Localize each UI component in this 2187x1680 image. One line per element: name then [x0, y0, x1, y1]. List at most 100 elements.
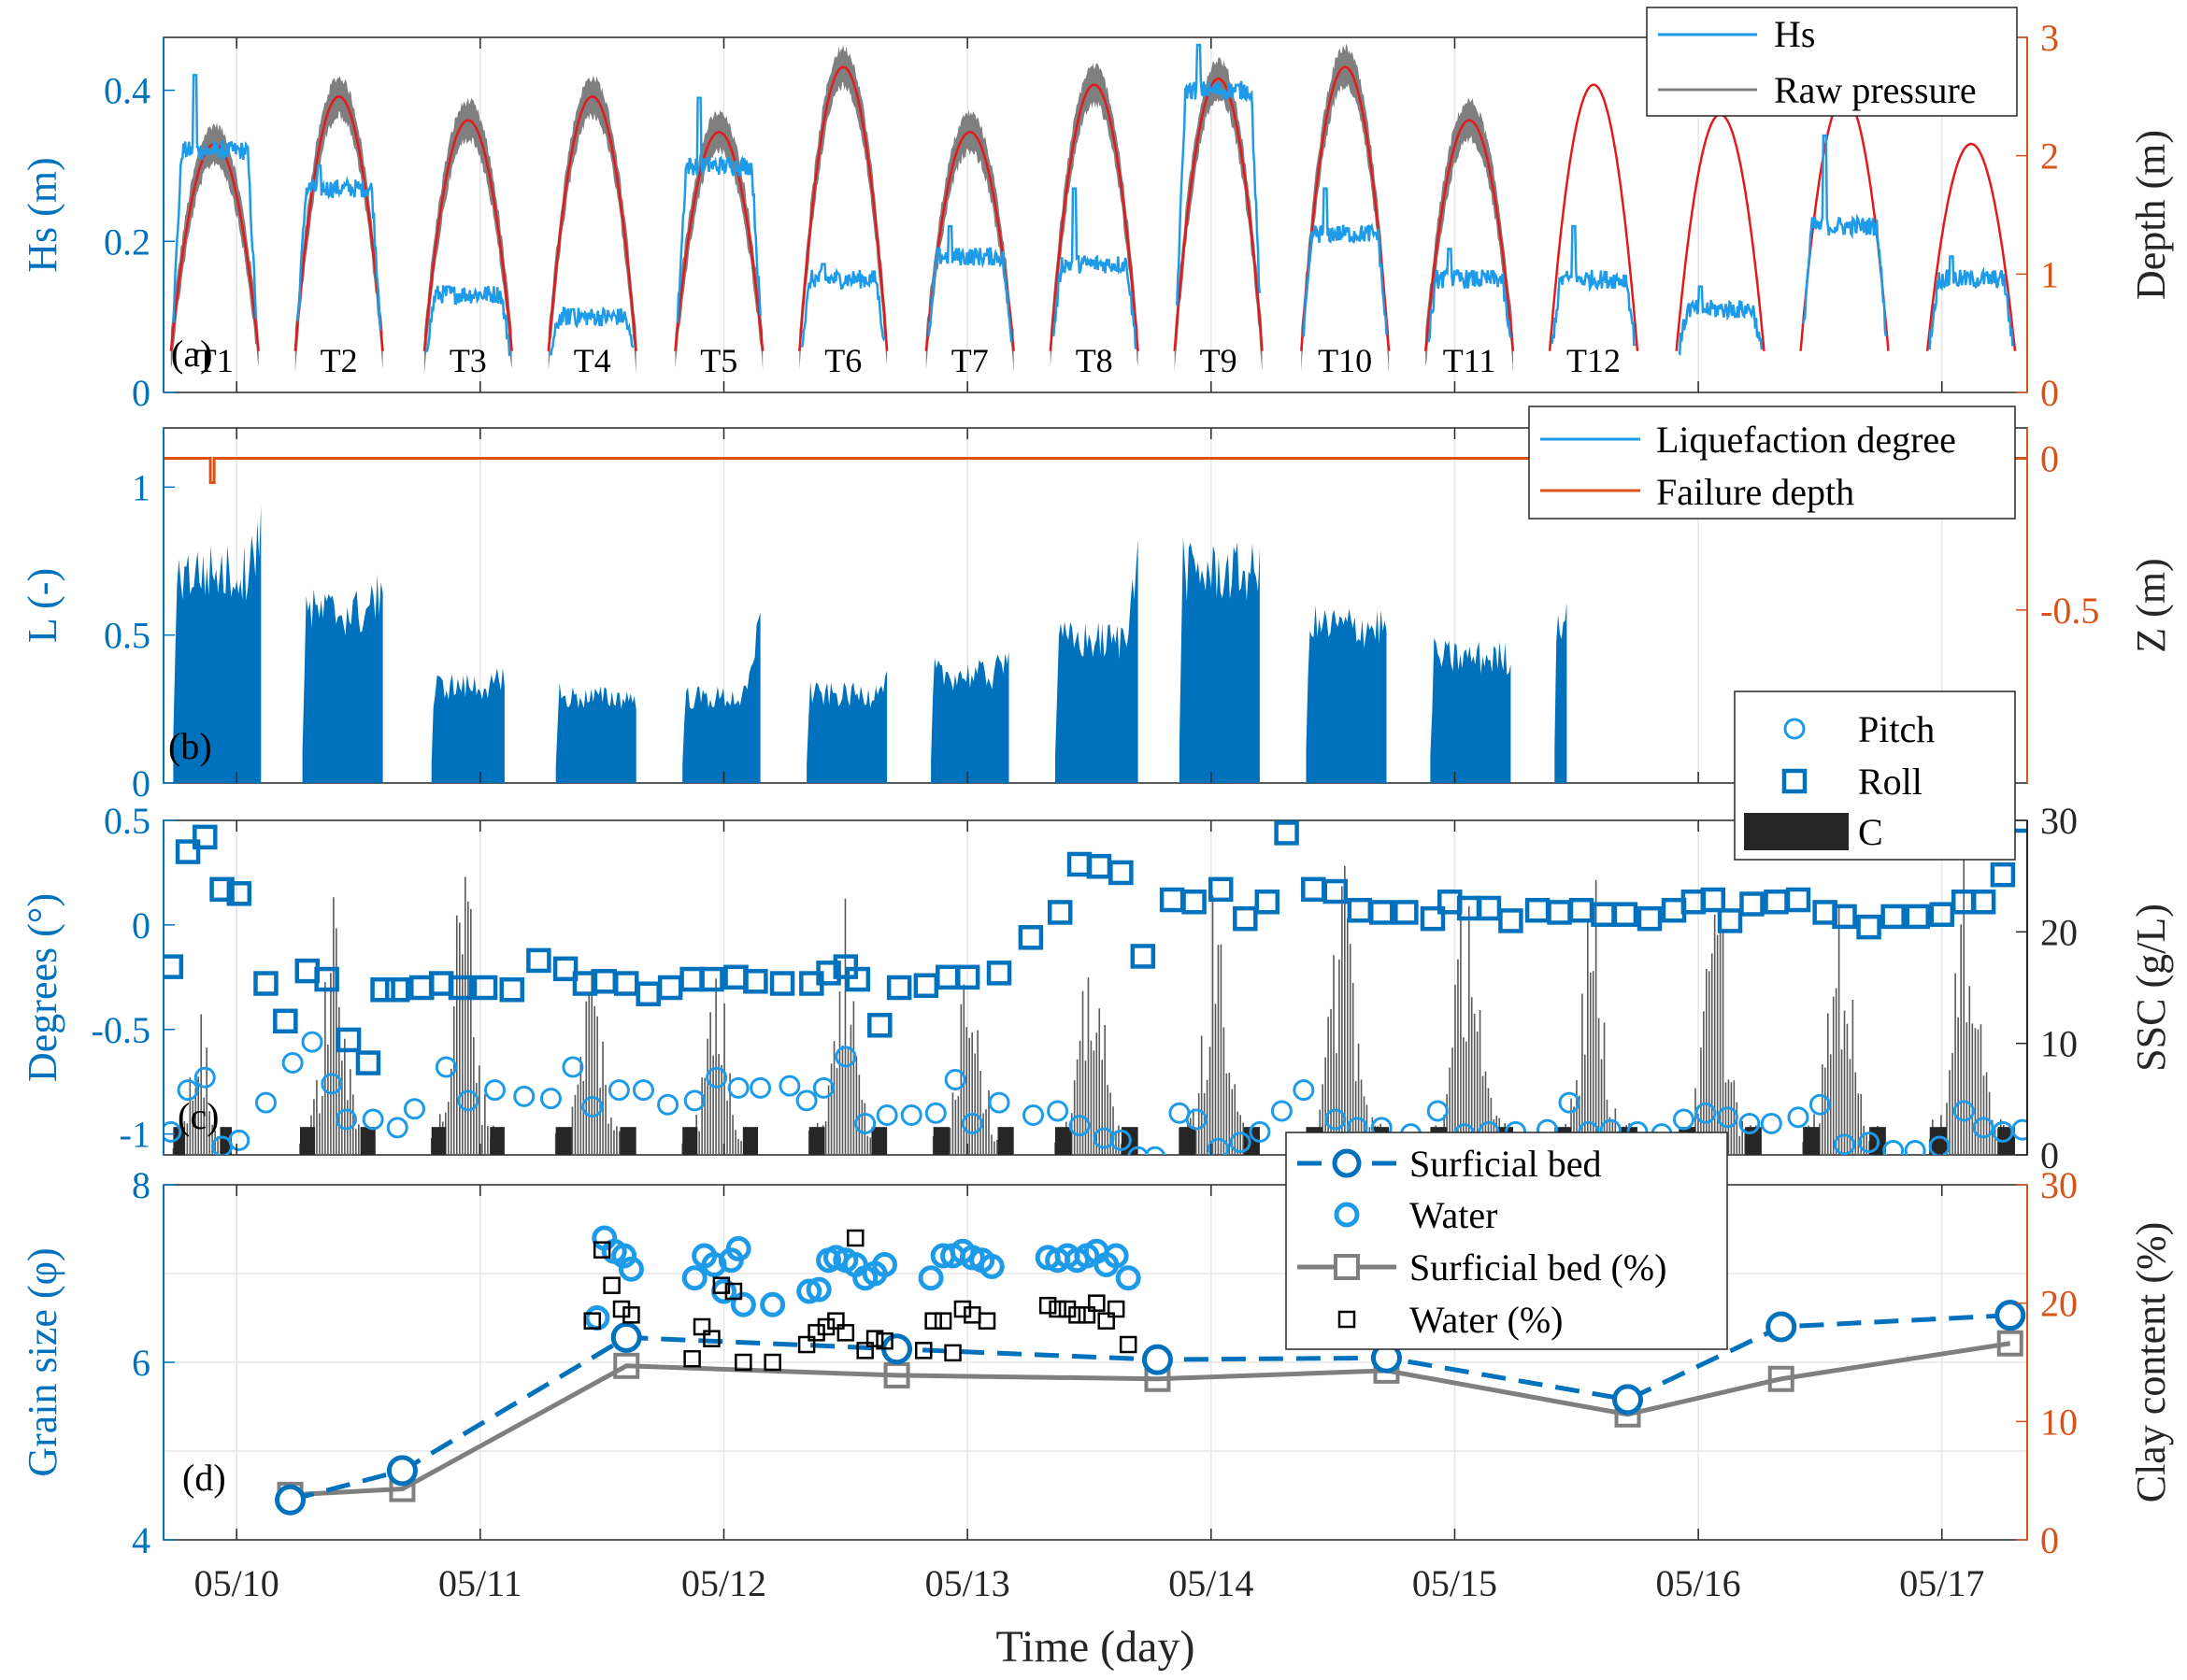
- water-phi-point: [872, 1252, 898, 1277]
- panel-a: T1 T2 T3 T4 T5 T6 T7 T8 T9 T10 T11 T12 00.20.40123H…: [20, 7, 2174, 414]
- water-clay-point: [797, 1335, 816, 1354]
- pitch-point: [435, 1056, 457, 1078]
- roll-point: [1905, 904, 1930, 930]
- hs-line: [1302, 187, 1388, 337]
- panel-d-label: (d): [182, 1457, 226, 1499]
- legend-liquefaction-label: Liquefaction degree: [1656, 419, 1956, 461]
- water-phi-point: [979, 1253, 1005, 1279]
- water-clay-point: [1119, 1335, 1137, 1354]
- y-right-tick-label: 10: [2040, 1401, 2078, 1443]
- pitch-point: [876, 1103, 898, 1126]
- hs-line: [1551, 224, 1637, 347]
- liquefaction-bars: [1430, 637, 1511, 783]
- legend-bed-clay-marker: [1334, 1254, 1360, 1280]
- water-clay-point: [593, 1241, 611, 1259]
- water-clay-point: [1107, 1300, 1125, 1318]
- water-phi-point: [618, 1256, 644, 1282]
- pitch-point: [961, 1112, 983, 1134]
- hs-line: [1052, 187, 1137, 349]
- pitch-point: [1324, 1108, 1347, 1131]
- water-clay-point: [1068, 1306, 1086, 1324]
- x-tick-label: 05/12: [681, 1562, 766, 1604]
- ssc-base: [620, 1127, 636, 1155]
- pitch-point: [335, 1108, 357, 1131]
- pitch-point: [1249, 1120, 1271, 1143]
- y-tick-label: 6: [132, 1342, 150, 1384]
- water-clay-point: [1097, 1312, 1115, 1330]
- legend-water-clay-swatch: [1337, 1310, 1356, 1329]
- panel-d-legend: Surficial bed Water Surficial bed (%) Water…: [1285, 1132, 1728, 1350]
- y-tick-label: 8: [132, 1164, 150, 1206]
- pitch-point: [1144, 1146, 1166, 1155]
- ssc-base: [1179, 1127, 1196, 1155]
- pitch-point: [1672, 1108, 1694, 1131]
- ssc-base: [682, 1127, 698, 1155]
- panel-b: 0 0.5 1 -0.5 0 L (-) Z (m) (b) Liquefaction de…: [20, 406, 2174, 804]
- depth-curve: [924, 131, 1015, 351]
- y-tick-label: 4: [132, 1519, 150, 1561]
- hs-line: [800, 263, 886, 349]
- roll-point: [2009, 820, 2027, 833]
- water-clay-point: [827, 1312, 845, 1330]
- liquefaction-bars: [807, 670, 888, 783]
- roll-point: [1476, 895, 1502, 921]
- tide-label: T8: [1076, 342, 1113, 379]
- water-clay-point: [583, 1312, 602, 1330]
- panel-d-axes: 4 6 8 0 10 20 30 Grain size (φ) Clay content (%): [20, 1164, 2174, 1561]
- water-clay-point: [978, 1312, 996, 1330]
- pitch-point: [1022, 1103, 1045, 1126]
- pitch-point: [1904, 1140, 1926, 1155]
- depth-curve: [1548, 83, 1639, 351]
- pitch-point: [362, 1108, 384, 1131]
- roll-point: [1108, 860, 1134, 886]
- pitch-point: [1127, 1146, 1149, 1155]
- pitch-point: [812, 1076, 835, 1099]
- roll-point: [472, 975, 498, 1001]
- tide-label: T4: [574, 342, 611, 379]
- panel-c-legend: Pitch Roll C: [1734, 691, 2016, 861]
- y-tick-label: -0.5: [92, 1009, 150, 1051]
- roll-point: [1322, 878, 1348, 904]
- pitch-point: [1738, 1112, 1761, 1134]
- ssc-base: [1803, 1127, 1820, 1155]
- y-tick-label: 0: [132, 904, 150, 947]
- ssc-base: [490, 1127, 505, 1155]
- y-right-tick-label: 30: [2040, 800, 2078, 842]
- roll-point: [193, 824, 218, 850]
- x-tick-label: 05/13: [925, 1562, 1010, 1604]
- y-tick-label: 0.2: [104, 221, 150, 263]
- surficial-bed-phi-point: [1141, 1344, 1173, 1375]
- raw-pressure-band: [1425, 97, 1513, 373]
- x-tick-label: 05/10: [194, 1562, 279, 1604]
- tide-label: T1: [196, 342, 234, 379]
- surficial-bed-clay-line: [290, 1341, 2011, 1498]
- water-clay-point: [817, 1317, 836, 1336]
- pitch-point: [900, 1103, 922, 1126]
- tide-label: T3: [450, 342, 487, 379]
- depth-curve: [1925, 142, 2017, 351]
- ssc-base: [997, 1127, 1014, 1155]
- roll-point: [1785, 887, 1811, 913]
- pitch-point: [657, 1093, 679, 1116]
- pitch-point: [254, 1091, 277, 1114]
- surficial-bed-clay-point: [1996, 1330, 2023, 1357]
- x-tick-label: 05/11: [438, 1562, 522, 1604]
- legend-bed-phi-marker: [1332, 1148, 1362, 1178]
- roll-point: [370, 976, 395, 1003]
- panel-c-axes: -1 -0.5 0 0.5 0 10 20 30 Degrees (°) SSC (g/L): [20, 800, 2174, 1176]
- pitch-point: [228, 1129, 250, 1151]
- pitch-point: [727, 1076, 750, 1099]
- water-clay-point: [924, 1312, 942, 1330]
- ssc-base: [555, 1127, 572, 1155]
- ssc-base: [173, 1127, 185, 1155]
- tide-label: T11: [1443, 342, 1496, 379]
- hs-line: [927, 224, 1013, 343]
- failure-depth-line: [164, 456, 2027, 484]
- roll-point: [1739, 891, 1765, 917]
- roll-point: [253, 971, 279, 996]
- pitch-point: [1208, 1137, 1230, 1155]
- pitch-point: [1694, 1102, 1717, 1124]
- water-clay-point: [856, 1342, 874, 1360]
- y-tick-label: 1: [132, 466, 150, 508]
- pitch-point: [1716, 1106, 1738, 1129]
